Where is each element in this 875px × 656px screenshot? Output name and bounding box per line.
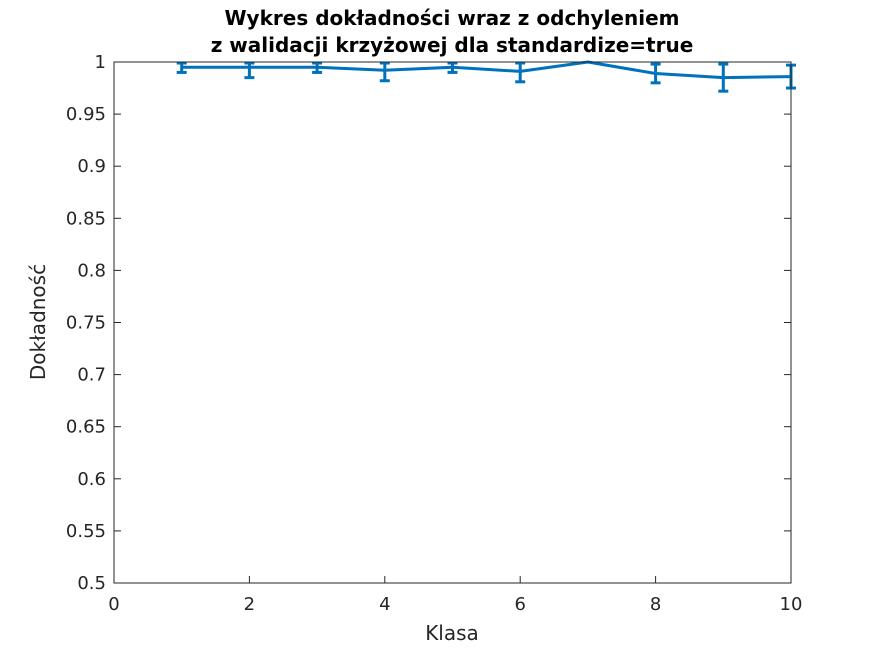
series-line	[181, 60, 792, 80]
y-tick-label: 0.8	[77, 260, 106, 281]
x-axis-label: Klasa	[425, 621, 479, 645]
x-tick-label: 8	[650, 594, 661, 615]
y-tick-label: 1	[95, 52, 106, 73]
y-tick-label: 0.5	[77, 573, 106, 594]
x-tick-label: 6	[514, 594, 525, 615]
chart-title-line-2: z walidacji krzyżowej dla standardize=tr…	[211, 33, 694, 57]
error-bar	[176, 61, 187, 74]
error-bar	[515, 61, 526, 84]
x-tick-label: 4	[379, 594, 390, 615]
error-bar	[447, 61, 458, 74]
data-series	[176, 60, 796, 93]
y-axis-label: Dokładność	[26, 264, 50, 380]
x-tick-label: 0	[108, 594, 119, 615]
y-tick-label: 0.6	[77, 469, 106, 490]
x-tick-label: 2	[244, 594, 255, 615]
axis-ticks: 0 2 4 6 8 10 0.5 0.55 0.6 0.65 0.7 0.75 0.8 0.85 0.9 0.…	[66, 52, 803, 615]
y-tick-label: 0.85	[66, 208, 106, 229]
error-bar	[718, 62, 729, 93]
y-tick-label: 0.95	[66, 104, 106, 125]
y-tick-label: 0.75	[66, 313, 106, 334]
chart-title-line-1: Wykres dokładności wraz z odchyleniem	[225, 6, 680, 30]
error-bar	[312, 61, 323, 74]
error-bar	[244, 61, 255, 80]
error-bar	[650, 62, 661, 85]
y-tick-label: 0.9	[77, 156, 106, 177]
plot-area	[114, 62, 791, 583]
y-tick-label: 0.55	[66, 521, 106, 542]
y-tick-label: 0.7	[77, 365, 106, 386]
x-tick-label: 10	[780, 594, 803, 615]
plot-frame	[113, 61, 792, 584]
error-bar	[379, 61, 390, 83]
y-tick-label: 0.65	[66, 417, 106, 438]
